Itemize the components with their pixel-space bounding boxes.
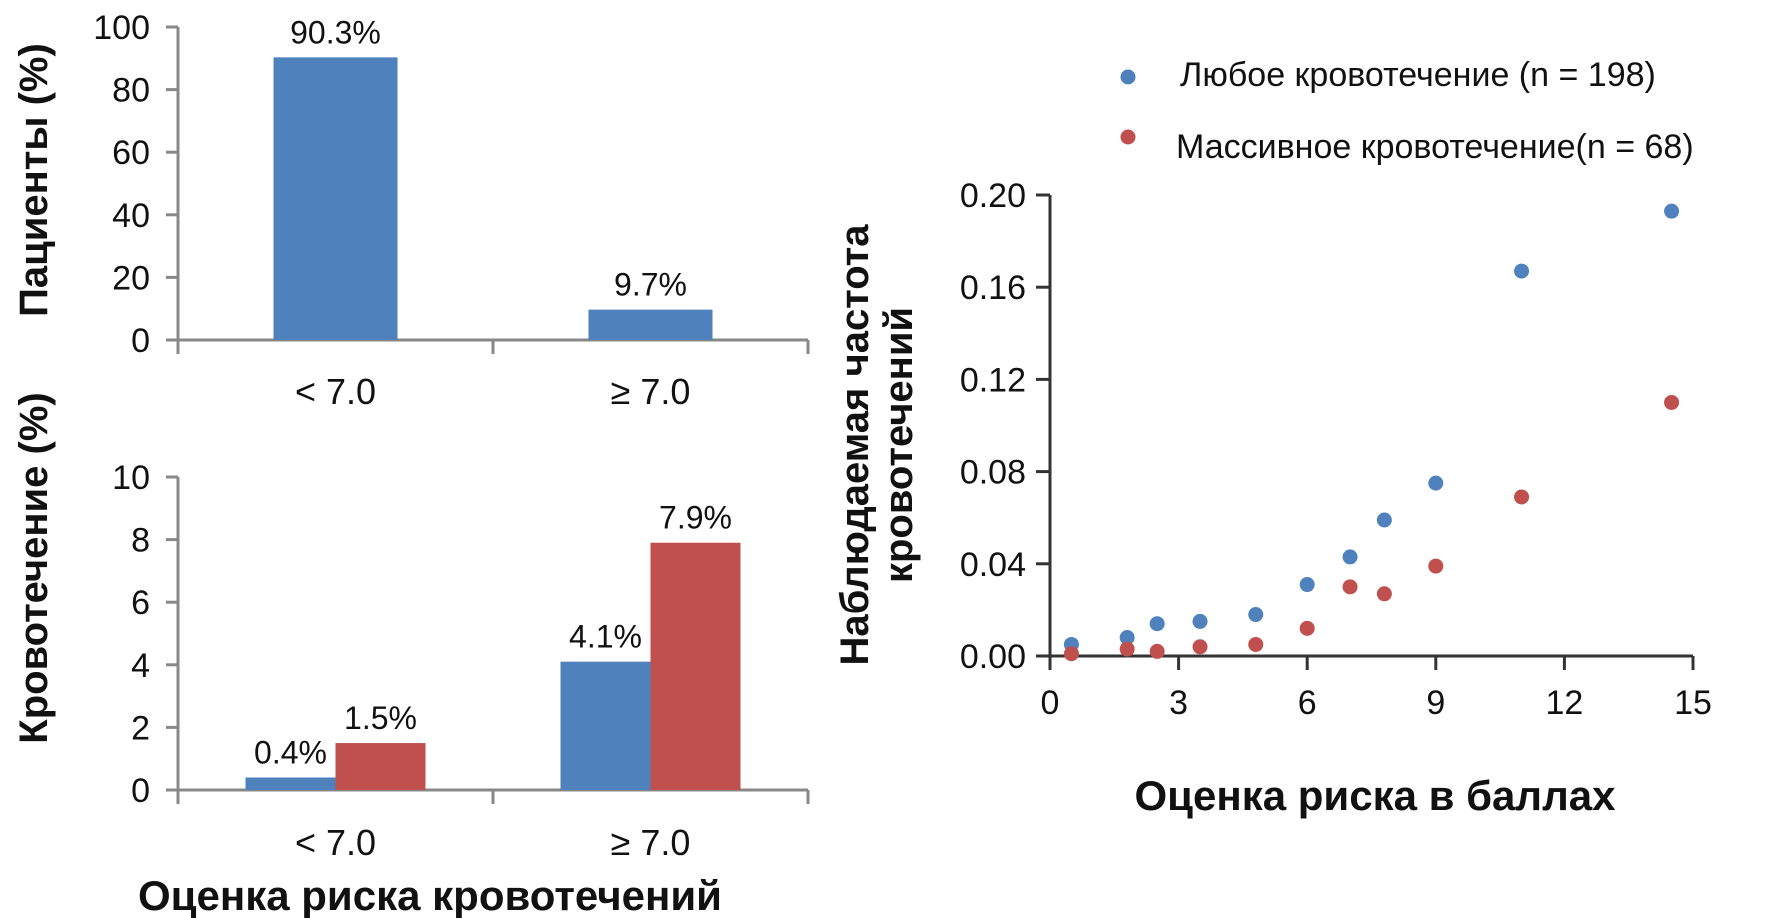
bleeding-x-axis-label: Оценка риска кровотечений — [138, 872, 722, 918]
legend-marker-major-bleeding — [1120, 129, 1136, 145]
scatter-point — [1342, 549, 1358, 565]
y-tick-label: 20 — [112, 259, 150, 297]
scatter-point — [1299, 620, 1315, 636]
legend-label-any-bleeding: Любое кровотечение (n = 198) — [1180, 56, 1656, 94]
scatter-point — [1514, 263, 1530, 279]
x-category-label: < 7.0 — [295, 371, 376, 412]
scatter-point — [1192, 613, 1208, 629]
scatter-y-tick-label: 0.08 — [960, 454, 1026, 492]
legend-marker-any-bleeding — [1120, 69, 1136, 85]
scatter-point — [1664, 203, 1680, 219]
scatter-point — [1376, 586, 1392, 602]
bar — [335, 743, 426, 790]
scatter-x-tick-label: 3 — [1169, 684, 1188, 722]
y-tick-label: 60 — [112, 134, 150, 172]
scatter-y-tick-label: 0.20 — [960, 177, 1026, 215]
y-tick-label: 0 — [131, 322, 150, 360]
scatter-point — [1248, 607, 1264, 623]
bar-value-label: 0.4% — [254, 734, 327, 770]
bar-value-label: 9.7% — [614, 267, 687, 303]
bar-value-label: 4.1% — [569, 619, 642, 655]
scatter-y-tick-label: 0.12 — [960, 361, 1026, 399]
scatter-legend: Любое кровотечение (n = 198) Массивное к… — [1120, 56, 1694, 166]
y-tick-label: 10 — [112, 459, 150, 497]
scatter-x-tick-label: 0 — [1041, 684, 1060, 722]
scatter-point — [1119, 641, 1135, 657]
scatter-point — [1514, 489, 1530, 505]
scatter-point — [1428, 558, 1444, 574]
patients-y-axis-label: Пациенты (%) — [12, 43, 56, 317]
risk-score-scatter-chart: Наблюдаемая частота кровотечений Оценка … — [833, 177, 1712, 819]
y-tick-label: 8 — [131, 522, 150, 560]
legend-label-major-bleeding: Массивное кровотечение(n = 68) — [1176, 128, 1694, 166]
bar — [245, 777, 336, 790]
y-tick-label: 40 — [112, 197, 150, 235]
scatter-x-tick-label: 12 — [1545, 684, 1583, 722]
x-category-label: ≥ 7.0 — [611, 371, 691, 412]
scatter-point — [1299, 577, 1315, 593]
scatter-x-tick-label: 9 — [1426, 684, 1445, 722]
scatter-point — [1342, 579, 1358, 595]
bleeding-y-axis-label: Кровотечение (%) — [12, 392, 56, 743]
scatter-y-axis-label-line2: кровотечений — [877, 307, 921, 583]
scatter-y-tick-label: 0.16 — [960, 269, 1026, 307]
scatter-y-tick-label: 0.04 — [960, 546, 1026, 584]
scatter-point — [1063, 646, 1079, 662]
scatter-point — [1664, 394, 1680, 410]
scatter-point — [1192, 639, 1208, 655]
y-tick-label: 2 — [131, 709, 150, 747]
scatter-point — [1376, 512, 1392, 528]
bar — [650, 542, 741, 790]
y-tick-label: 0 — [131, 772, 150, 810]
bar-value-label: 7.9% — [659, 500, 732, 536]
bar-value-label: 90.3% — [290, 14, 381, 50]
scatter-x-tick-label: 15 — [1674, 684, 1712, 722]
bar — [588, 309, 713, 340]
scatter-point — [1248, 636, 1264, 652]
bar-value-label: 1.5% — [344, 700, 417, 736]
x-category-label: < 7.0 — [295, 822, 376, 863]
y-tick-label: 6 — [131, 584, 150, 622]
scatter-point — [1149, 616, 1165, 632]
scatter-x-axis-label: Оценка риска в баллах — [1134, 772, 1616, 819]
y-tick-label: 100 — [93, 9, 150, 47]
scatter-point — [1149, 643, 1165, 659]
bar — [273, 57, 398, 341]
scatter-point — [1428, 475, 1444, 491]
scatter-y-tick-label: 0.00 — [960, 638, 1026, 676]
scatter-x-tick-label: 6 — [1298, 684, 1317, 722]
patients-bar-chart: Пациенты (%) 0 20 40 60 80 100 < 7.0 ≥ 7.0 90.3%… — [12, 9, 810, 412]
y-tick-label: 80 — [112, 72, 150, 110]
y-tick-label: 4 — [131, 647, 150, 685]
bleeding-bar-chart: Кровотечение (%) Оценка риска кровотечен… — [12, 392, 810, 918]
scatter-y-axis-label-line1: Наблюдаемая частота — [833, 224, 877, 666]
bar — [560, 661, 651, 790]
x-category-label: ≥ 7.0 — [611, 822, 691, 863]
scatter-point — [1119, 630, 1135, 646]
